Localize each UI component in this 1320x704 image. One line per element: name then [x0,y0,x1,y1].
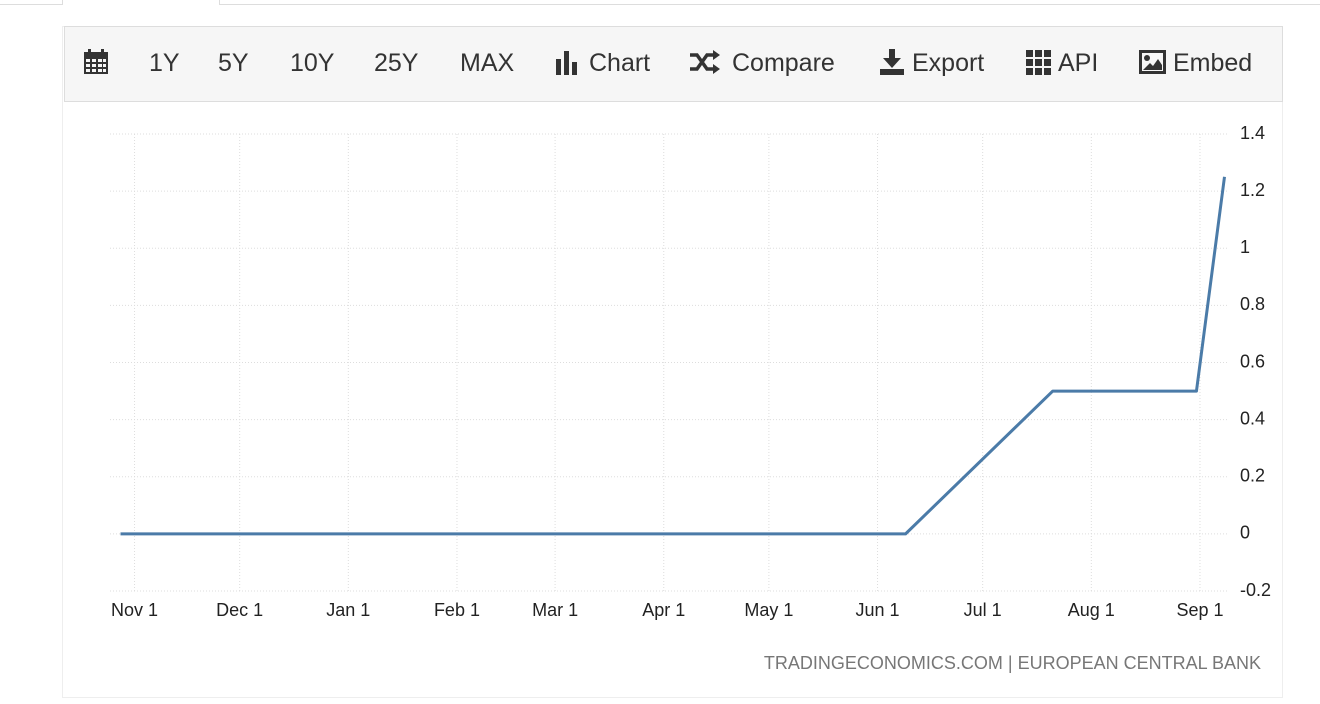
compare-button[interactable]: Compare [732,49,835,77]
period-button[interactable]: 10Y [290,49,335,77]
x-tick-label: Aug 1 [1068,600,1115,620]
y-tick-label: 1.2 [1240,180,1265,200]
x-tick-label: Jan 1 [326,600,370,620]
x-tick-label: Feb 1 [434,600,480,620]
chart-icon[interactable] [555,49,581,75]
toolbar: 1Y 5Y 10Y 25Y MAX Chart Compare Export A… [64,26,1283,102]
y-tick-label: 1 [1240,237,1250,257]
y-tick-label: 0.4 [1240,408,1265,428]
x-tick-label: Apr 1 [642,600,685,620]
tab-bar [0,0,1320,5]
chart-button[interactable]: Chart [589,49,651,77]
embed-icon[interactable] [1139,49,1166,75]
export-icon[interactable] [879,49,905,75]
y-tick-label: 0.8 [1240,294,1265,314]
x-tick-label: May 1 [744,600,793,620]
period-button[interactable]: 5Y [218,49,249,77]
export-button[interactable]: Export [912,49,985,77]
y-tick-label: 0 [1240,523,1250,543]
x-tick-label: Nov 1 [111,600,158,620]
y-tick-label: -0.2 [1240,580,1271,600]
tab [62,0,220,5]
calendar-icon[interactable] [83,49,109,75]
y-tick-label: 0.2 [1240,466,1265,486]
x-tick-label: Sep 1 [1176,600,1223,620]
compare-icon[interactable] [689,49,721,75]
x-tick-label: Jul 1 [964,600,1002,620]
period-button[interactable]: MAX [460,49,515,77]
y-tick-label: 1.4 [1240,123,1265,143]
x-tick-label: Dec 1 [216,600,263,620]
api-button[interactable]: API [1058,49,1099,77]
y-tick-label: 0.6 [1240,351,1265,371]
period-button[interactable]: 1Y [149,49,180,77]
embed-button[interactable]: Embed [1173,49,1253,77]
source: TRADINGECONOMICS.COM | EUROPEAN CENTRAL … [764,653,1261,673]
x-tick-label: Jun 1 [856,600,900,620]
line [120,176,1226,536]
api-icon[interactable] [1026,49,1052,75]
x-tick-label: Mar 1 [532,600,578,620]
period-button[interactable]: 25Y [374,49,419,77]
